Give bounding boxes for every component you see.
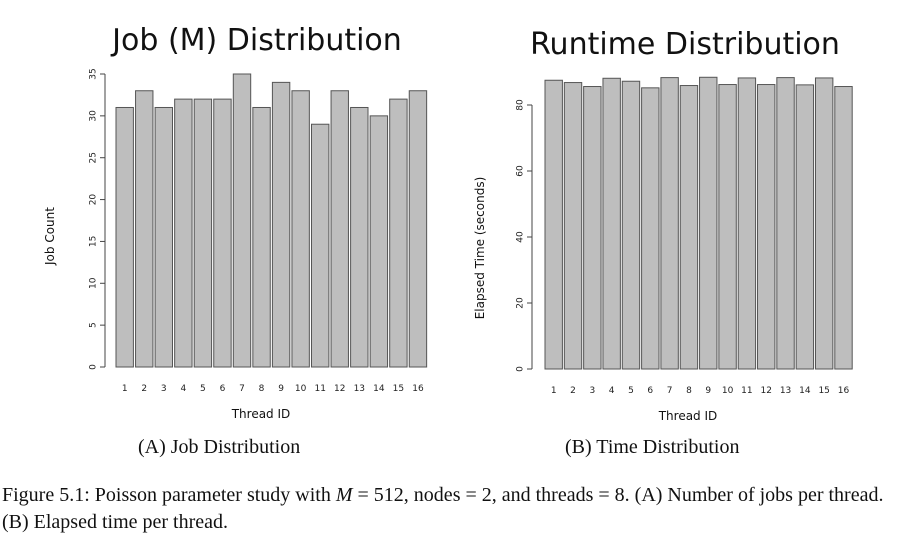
bar [389,98,408,368]
y-tick-label: 30 [89,110,99,122]
figure-caption: Figure 5.1: Poisson parameter study with… [2,482,907,536]
bar [330,90,349,368]
bar [834,86,853,370]
y-tick-label: 15 [89,236,99,247]
x-tick-label: 4 [180,384,186,394]
x-tick-label: 14 [373,384,385,394]
bar [174,98,193,368]
x-tick-label: 9 [705,386,711,396]
y-tick-label: 35 [89,68,99,79]
x-tick-label: 7 [667,386,673,396]
x-tick-label: 6 [647,386,653,396]
caption-body: = 512, nodes = 2, and threads = 8. (A) N… [2,484,884,533]
x-tick-label: 10 [295,384,307,394]
bar [350,106,369,368]
bar [311,123,330,368]
bar [408,90,428,368]
bar [271,81,291,368]
bar [232,73,252,368]
y-tick-label: 0 [89,364,99,370]
x-axis-label: Thread ID [658,409,718,423]
bar [718,84,737,370]
x-tick-label: 13 [354,384,365,394]
x-tick-label: 15 [818,386,829,396]
subcaption-b: (B) Time Distribution [565,436,740,458]
bar [135,90,154,368]
y-axis-label: Elapsed Time (seconds) [473,177,487,320]
bar [602,77,621,370]
x-tick-label: 12 [334,384,345,394]
x-tick-label: 16 [838,386,850,396]
y-tick-label: 20 [516,297,526,309]
y-tick-label: 5 [89,322,99,328]
bar [795,84,815,370]
bar [193,98,213,368]
x-tick-label: 8 [259,384,265,394]
bar [757,84,776,370]
bar [291,90,310,368]
caption-prefix: Figure 5.1: Poisson parameter study with [2,484,336,506]
x-tick-label: 2 [570,386,576,396]
bar [252,106,271,368]
y-tick-label: 60 [516,165,526,177]
bar [583,86,602,370]
y-tick-label: 20 [89,194,99,206]
y-tick-label: 10 [89,277,99,289]
y-tick-label: 25 [89,152,99,163]
bar [776,77,795,370]
bar [737,77,757,370]
x-tick-label: 7 [239,384,245,394]
x-tick-label: 3 [589,386,595,396]
x-tick-label: 5 [628,386,634,396]
x-tick-label: 8 [686,386,692,396]
bar [115,106,134,368]
bar [679,85,699,370]
x-tick-label: 1 [122,384,128,394]
chart-title: Job (M) Distribution [110,23,402,58]
bar [213,98,232,368]
x-tick-label: 16 [412,384,424,394]
x-tick-label: 10 [722,386,734,396]
bar [641,87,660,370]
y-tick-label: 80 [516,99,526,111]
x-tick-label: 13 [780,386,791,396]
chart-title: Runtime Distribution [530,27,840,62]
x-tick-label: 14 [799,386,811,396]
x-tick-label: 4 [609,386,615,396]
caption-m-symbol: M [335,484,353,506]
bar [814,77,834,370]
x-tick-label: 6 [220,384,226,394]
bar [369,115,389,368]
x-tick-label: 2 [141,384,147,394]
x-tick-label: 1 [551,386,557,396]
y-tick-label: 0 [516,366,526,372]
y-axis-label: Job Count [43,207,57,266]
x-tick-label: 12 [760,386,771,396]
bar [621,80,641,370]
y-tick-label: 40 [516,231,526,243]
bar [154,106,174,368]
bar [699,76,718,370]
subcaption-a: (A) Job Distribution [138,436,301,458]
bar [660,77,679,370]
x-tick-label: 15 [393,384,404,394]
x-tick-label: 11 [741,386,752,396]
x-tick-label: 11 [314,384,325,394]
bar [563,82,583,370]
x-tick-label: 9 [278,384,284,394]
x-tick-label: 3 [161,384,167,394]
bar [544,79,563,370]
x-tick-label: 5 [200,384,206,394]
x-axis-label: Thread ID [231,407,291,421]
